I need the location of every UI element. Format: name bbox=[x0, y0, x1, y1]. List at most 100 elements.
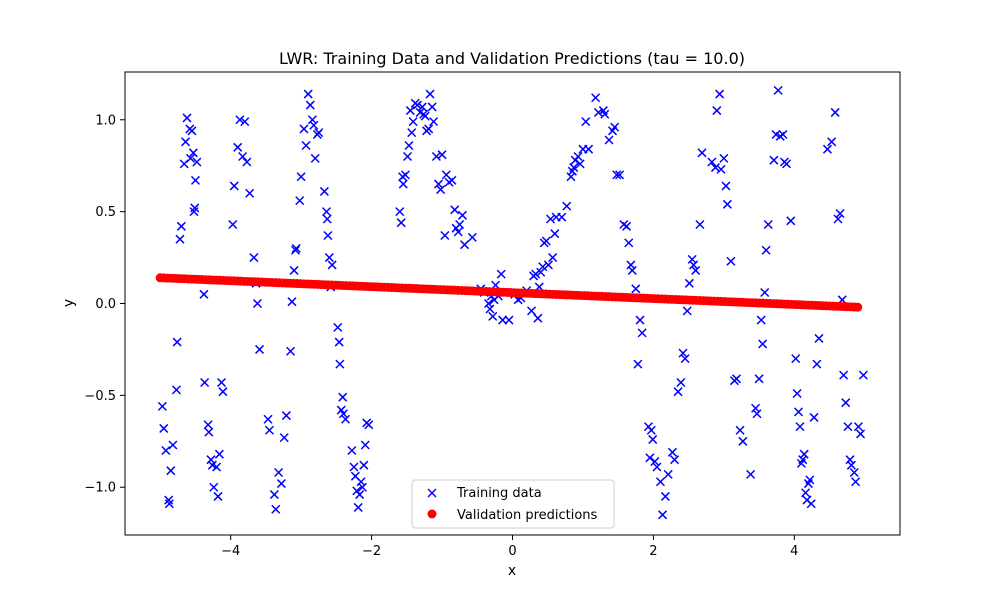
training-data-point bbox=[303, 89, 313, 99]
training-data-point bbox=[269, 490, 279, 500]
training-data-point bbox=[806, 499, 816, 509]
training-data-point bbox=[650, 456, 660, 467]
training-data-point bbox=[792, 388, 802, 399]
training-data-point bbox=[290, 245, 301, 255]
training-data-point bbox=[204, 427, 214, 437]
y-tick-label: 0.5 bbox=[95, 205, 116, 220]
training-data-point bbox=[548, 253, 558, 263]
training-data-point bbox=[809, 412, 819, 422]
training-data-point bbox=[631, 284, 641, 294]
training-data-point bbox=[172, 337, 182, 347]
training-data-point bbox=[400, 170, 410, 180]
training-data-point bbox=[281, 411, 291, 421]
training-data-point bbox=[338, 392, 348, 402]
training-data-point bbox=[684, 278, 694, 288]
training-data-point bbox=[233, 142, 243, 152]
training-data-point bbox=[229, 181, 239, 191]
training-data-point bbox=[334, 337, 344, 347]
training-data-point bbox=[707, 157, 717, 167]
training-data-point bbox=[689, 260, 699, 270]
training-data-point bbox=[843, 422, 853, 432]
training-data-point bbox=[425, 89, 435, 99]
training-data-point bbox=[440, 230, 450, 241]
training-data-point bbox=[484, 298, 494, 309]
training-data-point bbox=[680, 354, 690, 364]
training-data-point bbox=[335, 359, 345, 369]
training-data-point bbox=[263, 414, 273, 424]
training-data-point bbox=[314, 128, 324, 138]
training-data-point bbox=[340, 414, 351, 424]
y-tick-label: 1.0 bbox=[95, 113, 116, 128]
training-data-point bbox=[761, 245, 771, 255]
training-data-point bbox=[161, 445, 171, 456]
training-data-point bbox=[433, 179, 444, 189]
training-data-point bbox=[652, 462, 662, 472]
training-data-point bbox=[600, 109, 610, 119]
training-data-point bbox=[307, 115, 317, 125]
training-data-point bbox=[242, 157, 252, 167]
training-data-point bbox=[655, 477, 665, 487]
training-data-point bbox=[447, 175, 457, 185]
training-data-point bbox=[526, 306, 537, 316]
x-tick-label: 2 bbox=[649, 544, 657, 559]
training-data-point bbox=[635, 315, 645, 325]
y-axis-ticks: −1.0 −0.5 0.0 0.5 1.0 bbox=[84, 113, 125, 496]
training-data-point bbox=[846, 460, 856, 470]
training-data-point bbox=[622, 221, 632, 231]
training-data-point bbox=[295, 196, 305, 206]
training-data-point bbox=[858, 370, 868, 380]
training-data-point bbox=[543, 260, 553, 270]
training-data-point bbox=[760, 287, 770, 298]
training-data-point bbox=[626, 260, 636, 270]
training-data-point bbox=[322, 214, 332, 224]
training-data-point bbox=[646, 425, 656, 435]
training-data-point bbox=[841, 398, 851, 408]
training-data-point bbox=[206, 455, 216, 465]
validation-prediction-point bbox=[853, 302, 863, 312]
training-data-point bbox=[200, 377, 210, 388]
training-data-point bbox=[437, 150, 447, 160]
training-data-point bbox=[663, 469, 673, 479]
training-data-point bbox=[424, 124, 434, 134]
training-data-point bbox=[287, 297, 297, 307]
training-data-point bbox=[604, 135, 614, 145]
training-data-point bbox=[615, 170, 625, 180]
legend-validation-marker bbox=[427, 509, 437, 519]
x-axis-label: x bbox=[508, 563, 516, 579]
legend-training-label: Training data bbox=[456, 486, 542, 501]
training-data-point bbox=[212, 462, 222, 472]
training-data-point bbox=[276, 479, 286, 489]
training-data-point bbox=[795, 422, 805, 432]
training-data-point bbox=[357, 482, 367, 492]
training-data-point bbox=[431, 151, 441, 162]
training-data-point bbox=[697, 148, 707, 158]
training-data-point bbox=[637, 328, 647, 338]
training-data-point bbox=[228, 219, 238, 230]
training-data-point bbox=[240, 117, 250, 127]
training-data-point bbox=[176, 221, 186, 231]
training-data-point bbox=[722, 199, 732, 209]
training-data-point bbox=[323, 230, 333, 241]
training-data-point bbox=[159, 423, 169, 433]
training-data-point bbox=[546, 214, 556, 224]
training-data-point bbox=[238, 151, 248, 162]
training-data-point bbox=[756, 315, 766, 325]
validation-predictions-series bbox=[155, 273, 863, 312]
training-data-point bbox=[214, 449, 224, 459]
training-data-point bbox=[715, 89, 725, 99]
training-data-point bbox=[710, 163, 720, 173]
training-data-point bbox=[799, 449, 809, 459]
training-data-point bbox=[851, 477, 861, 487]
training-data-point bbox=[213, 491, 223, 501]
training-data-point bbox=[581, 117, 591, 127]
training-data-point bbox=[853, 422, 863, 432]
training-data-point bbox=[536, 267, 546, 277]
training-data-point bbox=[794, 407, 804, 417]
training-data-point bbox=[835, 208, 845, 219]
training-data-point bbox=[327, 260, 337, 270]
training-data-point bbox=[305, 100, 315, 110]
training-data-point bbox=[830, 107, 840, 117]
training-data-point bbox=[190, 175, 200, 185]
training-data-point bbox=[359, 460, 369, 470]
training-data-point bbox=[353, 502, 363, 512]
